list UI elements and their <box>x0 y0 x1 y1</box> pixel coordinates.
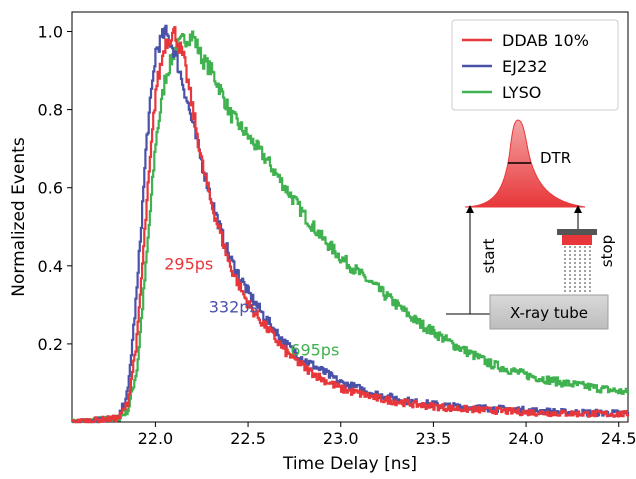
annotation-label: 295ps <box>164 255 213 274</box>
y-tick-label: 0.6 <box>38 179 63 198</box>
x-axis-ticks: 22.0 22.5 23.0 23.5 24.0 24.5 <box>138 422 636 448</box>
series-2 <box>72 30 630 424</box>
y-axis-label: Normalized Events <box>9 137 29 297</box>
xray-tube-label: X-ray tube <box>510 304 588 322</box>
legend-box <box>451 19 619 111</box>
xray-beam-lines <box>564 246 591 294</box>
x-tick-label: 23.5 <box>416 429 452 448</box>
annotation-label: 332ps <box>209 298 258 317</box>
x-axis-label: Time Delay [ns] <box>282 454 417 474</box>
plot-frame <box>71 11 629 423</box>
y-tick-label: 0.2 <box>38 335 63 354</box>
legend-label: LYSO <box>502 83 541 102</box>
xray-tube-box <box>489 294 609 330</box>
stop-arrow-head <box>574 205 582 213</box>
y-tick-label: 0.4 <box>38 257 63 276</box>
detector-cap <box>557 229 597 235</box>
series-layer <box>72 24 630 424</box>
x-tick-label: 23.0 <box>323 429 359 448</box>
start-label: start <box>480 238 498 273</box>
start-arrow-head <box>466 205 474 213</box>
y-tick-label: 1.0 <box>38 23 63 42</box>
series-line-2 <box>72 30 630 424</box>
stop-label: stop <box>598 235 616 267</box>
x-tick-label: 22.5 <box>230 429 266 448</box>
series-line-0 <box>72 26 630 424</box>
series-line-1 <box>72 24 630 424</box>
series-1 <box>72 24 630 424</box>
dtr-label: DTR <box>540 149 571 167</box>
legend-label: EJ232 <box>502 57 547 76</box>
dtr-inset: DTR start stop X-ray tube <box>446 119 616 330</box>
legend: DDAB 10% EJ232 LYSO <box>451 19 619 111</box>
y-axis-ticks: 0.2 0.4 0.6 0.8 1.0 <box>38 23 72 354</box>
detector-crystal <box>562 235 592 245</box>
x-tick-label: 24.5 <box>601 429 636 448</box>
series-0 <box>72 26 630 424</box>
legend-label: DDAB 10% <box>502 31 589 50</box>
y-tick-label: 0.8 <box>38 101 63 120</box>
annotation-label: 695ps <box>290 341 339 360</box>
x-tick-label: 24.0 <box>508 429 544 448</box>
annotations: 295ps 332ps 695ps <box>164 255 339 360</box>
x-tick-label: 22.0 <box>138 429 174 448</box>
